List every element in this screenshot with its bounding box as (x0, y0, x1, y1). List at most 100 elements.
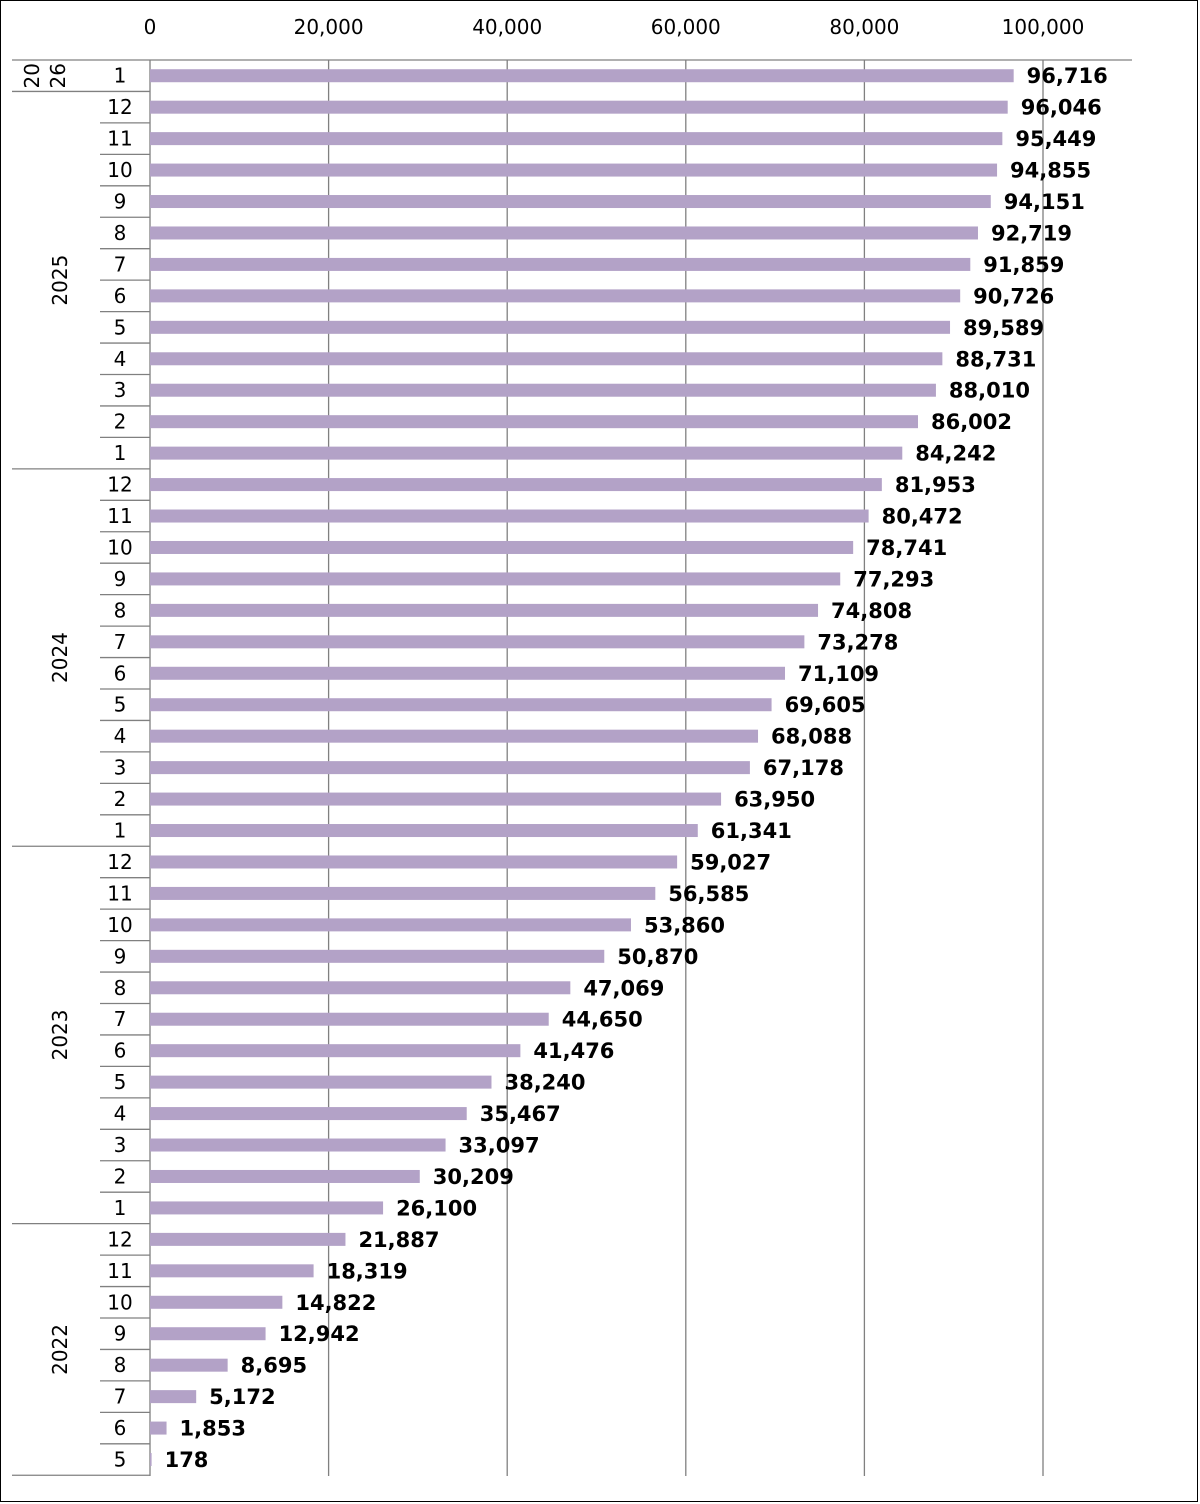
group-label: 2024 (48, 632, 72, 683)
data-label: 81,953 (895, 473, 976, 497)
bar (150, 855, 678, 869)
bar (150, 1232, 346, 1246)
category-label: 8 (114, 598, 127, 622)
bar (150, 257, 971, 271)
category-label: 3 (114, 378, 127, 402)
data-label: 50,870 (617, 945, 698, 969)
bar (150, 918, 631, 932)
bar (150, 603, 819, 617)
data-label: 63,950 (734, 788, 815, 812)
bar (150, 1421, 167, 1435)
category-label: 1 (114, 1196, 127, 1220)
category-label: 11 (107, 504, 132, 528)
bar (150, 1264, 314, 1278)
bar (150, 1327, 266, 1341)
bar (150, 132, 1003, 146)
category-label: 11 (107, 881, 132, 905)
bar (150, 729, 759, 743)
data-label: 94,855 (1010, 159, 1091, 183)
data-label: 73,278 (817, 630, 898, 654)
category-label: 1 (114, 819, 127, 843)
category-label: 12 (107, 473, 132, 497)
data-label: 21,887 (358, 1228, 439, 1252)
category-label: 1 (114, 64, 127, 88)
category-label: 6 (114, 1416, 127, 1440)
data-label: 5,172 (209, 1385, 275, 1409)
category-label: 8 (114, 1353, 127, 1377)
x-tick-label: 80,000 (829, 15, 899, 39)
category-label: 10 (107, 913, 132, 937)
bar (150, 100, 1008, 114)
bar (150, 352, 943, 366)
data-label: 94,151 (1004, 190, 1085, 214)
bar (150, 383, 936, 397)
data-label: 92,719 (991, 221, 1072, 245)
x-tick-label: 60,000 (651, 15, 721, 39)
group-label-part: 26 (46, 63, 70, 88)
category-label: 8 (114, 976, 127, 1000)
bar (150, 949, 605, 963)
data-label: 88,010 (949, 379, 1030, 403)
data-label: 30,209 (433, 1165, 514, 1189)
x-tick-label: 40,000 (472, 15, 542, 39)
category-label: 7 (114, 1385, 127, 1409)
bar (150, 1453, 152, 1467)
bar (150, 1390, 197, 1404)
data-label: 74,808 (831, 599, 912, 623)
data-label: 61,341 (711, 819, 792, 843)
bar (150, 1107, 467, 1121)
category-label: 7 (114, 252, 127, 276)
bar (150, 1201, 384, 1215)
category-label: 9 (114, 1322, 127, 1346)
x-tick-label: 0 (144, 15, 157, 39)
data-label: 41,476 (533, 1039, 614, 1063)
group-label-part: 20 (20, 63, 44, 88)
data-label: 59,027 (690, 850, 771, 874)
data-label: 38,240 (504, 1071, 585, 1095)
data-label: 67,178 (763, 756, 844, 780)
category-label: 9 (114, 567, 127, 591)
category-label: 3 (114, 756, 127, 780)
category-label: 11 (107, 1259, 132, 1283)
bar (150, 415, 918, 429)
bar (150, 824, 698, 838)
bar (150, 698, 772, 712)
category-label: 2 (114, 1164, 127, 1188)
category-label: 12 (107, 850, 132, 874)
data-label: 95,449 (1015, 127, 1096, 151)
data-label: 91,859 (983, 253, 1064, 277)
category-label: 2 (114, 410, 127, 434)
category-label: 3 (114, 1133, 127, 1157)
data-label: 18,319 (327, 1259, 408, 1283)
group-label: 2022 (48, 1324, 72, 1375)
bar (150, 1358, 228, 1372)
category-label: 4 (114, 347, 127, 371)
category-label: 4 (114, 724, 127, 748)
bar (150, 761, 750, 775)
bar (150, 1075, 492, 1089)
bar (150, 886, 656, 900)
bar (150, 446, 903, 460)
data-label: 33,097 (459, 1134, 540, 1158)
category-label: 7 (114, 630, 127, 654)
data-label: 14,822 (295, 1291, 376, 1315)
bar (150, 69, 1014, 83)
data-label: 80,472 (882, 505, 963, 529)
data-label: 26,100 (396, 1196, 477, 1220)
data-label: 96,046 (1021, 96, 1102, 120)
category-label: 7 (114, 1007, 127, 1031)
bar (150, 666, 786, 680)
category-label: 6 (114, 661, 127, 685)
category-label: 1 (114, 441, 127, 465)
data-label: 77,293 (853, 567, 934, 591)
category-label: 6 (114, 1039, 127, 1063)
category-label: 12 (107, 95, 132, 119)
bar (150, 1295, 283, 1309)
category-label: 10 (107, 535, 132, 559)
category-label: 5 (114, 315, 127, 339)
category-label: 2 (114, 787, 127, 811)
bar (150, 163, 998, 177)
bar (150, 289, 961, 303)
bar (150, 478, 882, 492)
